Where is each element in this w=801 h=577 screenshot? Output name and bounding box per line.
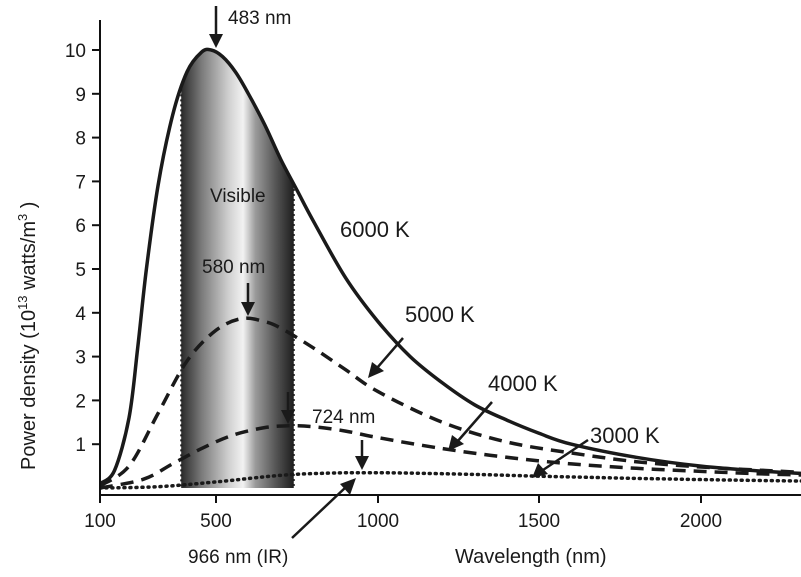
- y-tick-label: 6: [75, 216, 86, 237]
- y-axis-title-prefix: Power density (10: [18, 310, 40, 470]
- y-ticks: 1 2 3 4 5 6 7 8 9 10: [65, 41, 100, 456]
- arrow-966nm-pointer: [291, 478, 356, 539]
- y-tick-label: 9: [75, 85, 86, 106]
- x-tick-label: 1000: [357, 511, 399, 532]
- series-label-5000k: 5000 K: [405, 302, 475, 327]
- x-tick-label: 100: [84, 511, 116, 532]
- annotation-arrows: [209, 6, 589, 539]
- arrow-peak-6000k: [209, 6, 223, 48]
- series-label-4000k: 4000 K: [488, 371, 558, 396]
- peak-label-6000k: 483 nm: [228, 8, 291, 29]
- visible-band-label: Visible: [210, 186, 266, 207]
- y-axis-title-suffix: ): [18, 202, 40, 214]
- x-tick-label: 2000: [680, 511, 722, 532]
- arrow-3000k-pointer: [532, 438, 589, 478]
- series-group: [100, 47, 801, 490]
- y-tick-label: 7: [75, 172, 86, 193]
- x-axis-title: Wavelength (nm): [455, 546, 607, 568]
- y-tick-label: 2: [75, 391, 86, 412]
- arrow-peak-3000k: [355, 440, 369, 470]
- y-tick-label: 5: [75, 260, 86, 281]
- y-tick-label: 4: [75, 304, 86, 325]
- series-line-6000k: [100, 47, 801, 486]
- y-tick-label: 1: [75, 435, 86, 456]
- arrow-peak-5000k: [241, 283, 255, 316]
- x-tick-label: 1500: [518, 511, 560, 532]
- arrow-4000k-pointer: [448, 401, 493, 451]
- peak-label-5000k: 580 nm: [202, 257, 265, 278]
- arrow-peak-4000k: [281, 392, 295, 424]
- series-line-5000k: [100, 316, 801, 488]
- peak-label-3000k: 966 nm (IR): [188, 547, 288, 568]
- series-line-3000k: [100, 470, 801, 490]
- series-line-4000k: [100, 424, 801, 490]
- x-tick-label: 500: [200, 511, 232, 532]
- visible-band-fill: [181, 49, 294, 488]
- y-tick-label: 3: [75, 348, 86, 369]
- y-axis-title-mid: watts/m: [18, 221, 40, 295]
- y-tick-label: 8: [75, 129, 86, 150]
- y-axis-title-exp1: 13: [15, 295, 30, 309]
- peak-label-4000k: 724 nm: [312, 407, 375, 428]
- x-ticks: 100 500 1000 1500 2000: [84, 495, 722, 532]
- series-label-6000k: 6000 K: [340, 217, 410, 242]
- y-axis-title: Power density (1013 watts/m3 ): [15, 202, 40, 470]
- y-axis-title-exp2: 3: [15, 214, 30, 221]
- visible-band: Visible: [180, 49, 295, 488]
- arrow-5000k-pointer: [368, 337, 404, 378]
- y-tick-label: 10: [65, 41, 86, 62]
- series-label-3000k: 3000 K: [590, 423, 660, 448]
